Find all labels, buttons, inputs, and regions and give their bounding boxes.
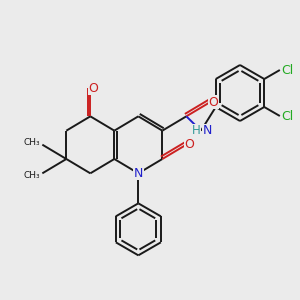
Text: O: O (184, 138, 194, 151)
Text: Cl: Cl (282, 110, 294, 122)
Text: CH₃: CH₃ (24, 171, 40, 180)
Text: Cl: Cl (282, 64, 294, 76)
Text: N: N (202, 124, 212, 137)
Text: CH₃: CH₃ (24, 138, 40, 147)
Text: O: O (88, 82, 98, 94)
Text: H: H (192, 124, 200, 137)
Text: N: N (134, 167, 143, 180)
Text: O: O (208, 95, 218, 109)
